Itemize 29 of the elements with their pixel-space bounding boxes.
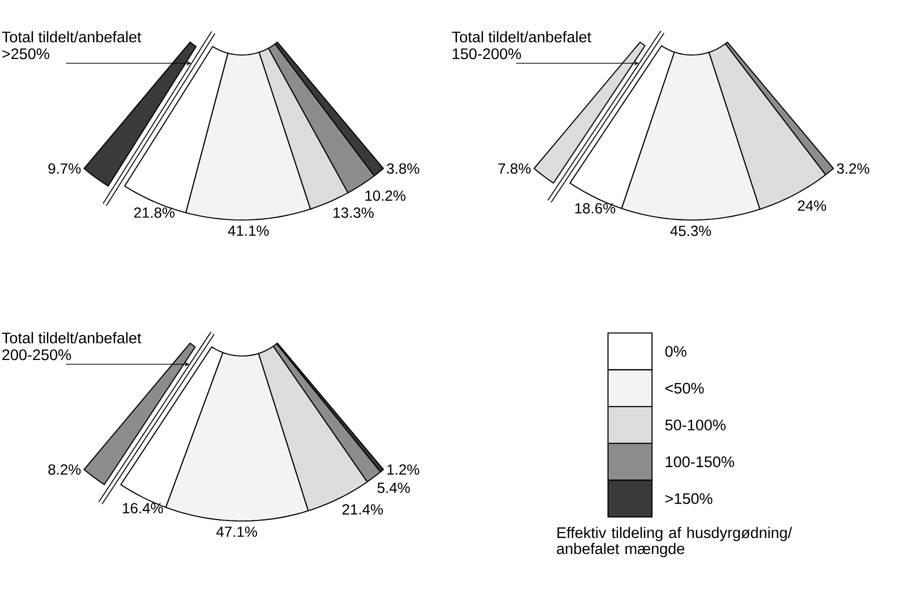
category-label: >150% xyxy=(665,493,712,504)
data-label: 45.3% xyxy=(670,226,712,236)
data-label: 13.3% xyxy=(334,208,374,218)
chart-subtitle: >250% xyxy=(2,48,50,60)
text: Effektiv tildeling af husdyrgødning/ anbefalet mængde xyxy=(556,526,792,558)
data-label: 3.8% xyxy=(386,163,420,174)
data-label: 41.1% xyxy=(228,226,269,236)
data-label: 5.4% xyxy=(378,482,410,493)
category-label: 0% xyxy=(665,346,686,357)
data-label: 24% xyxy=(798,200,826,211)
data-label: 8.2% xyxy=(48,464,81,475)
category-label: <50% xyxy=(665,382,704,394)
data-label: 7.8% xyxy=(498,163,531,174)
data-label: 21.8% xyxy=(134,207,175,218)
chart-title: Total tildelt/anbefalet xyxy=(2,31,142,42)
data-label: 9.7% xyxy=(48,163,81,174)
chart-title: Total tildelt/anbefalet xyxy=(2,332,142,344)
data-label: 47.1% xyxy=(216,526,258,537)
data-label: 10.2% xyxy=(365,190,406,201)
data-label: 21.4% xyxy=(342,504,383,515)
data-label: 1.2% xyxy=(387,464,420,475)
chart-title: Total tildelt/anbefalet xyxy=(452,31,592,42)
data-label: 3.2% xyxy=(836,163,870,174)
data-label: 16.4% xyxy=(122,502,163,514)
chart-subtitle: 200-250% xyxy=(2,349,71,360)
chart-subtitle: 150-200% xyxy=(452,48,521,60)
data-label: 18.6% xyxy=(575,203,616,214)
category-label: 50-100% xyxy=(665,420,726,430)
category-label: 100-150% xyxy=(666,456,734,468)
